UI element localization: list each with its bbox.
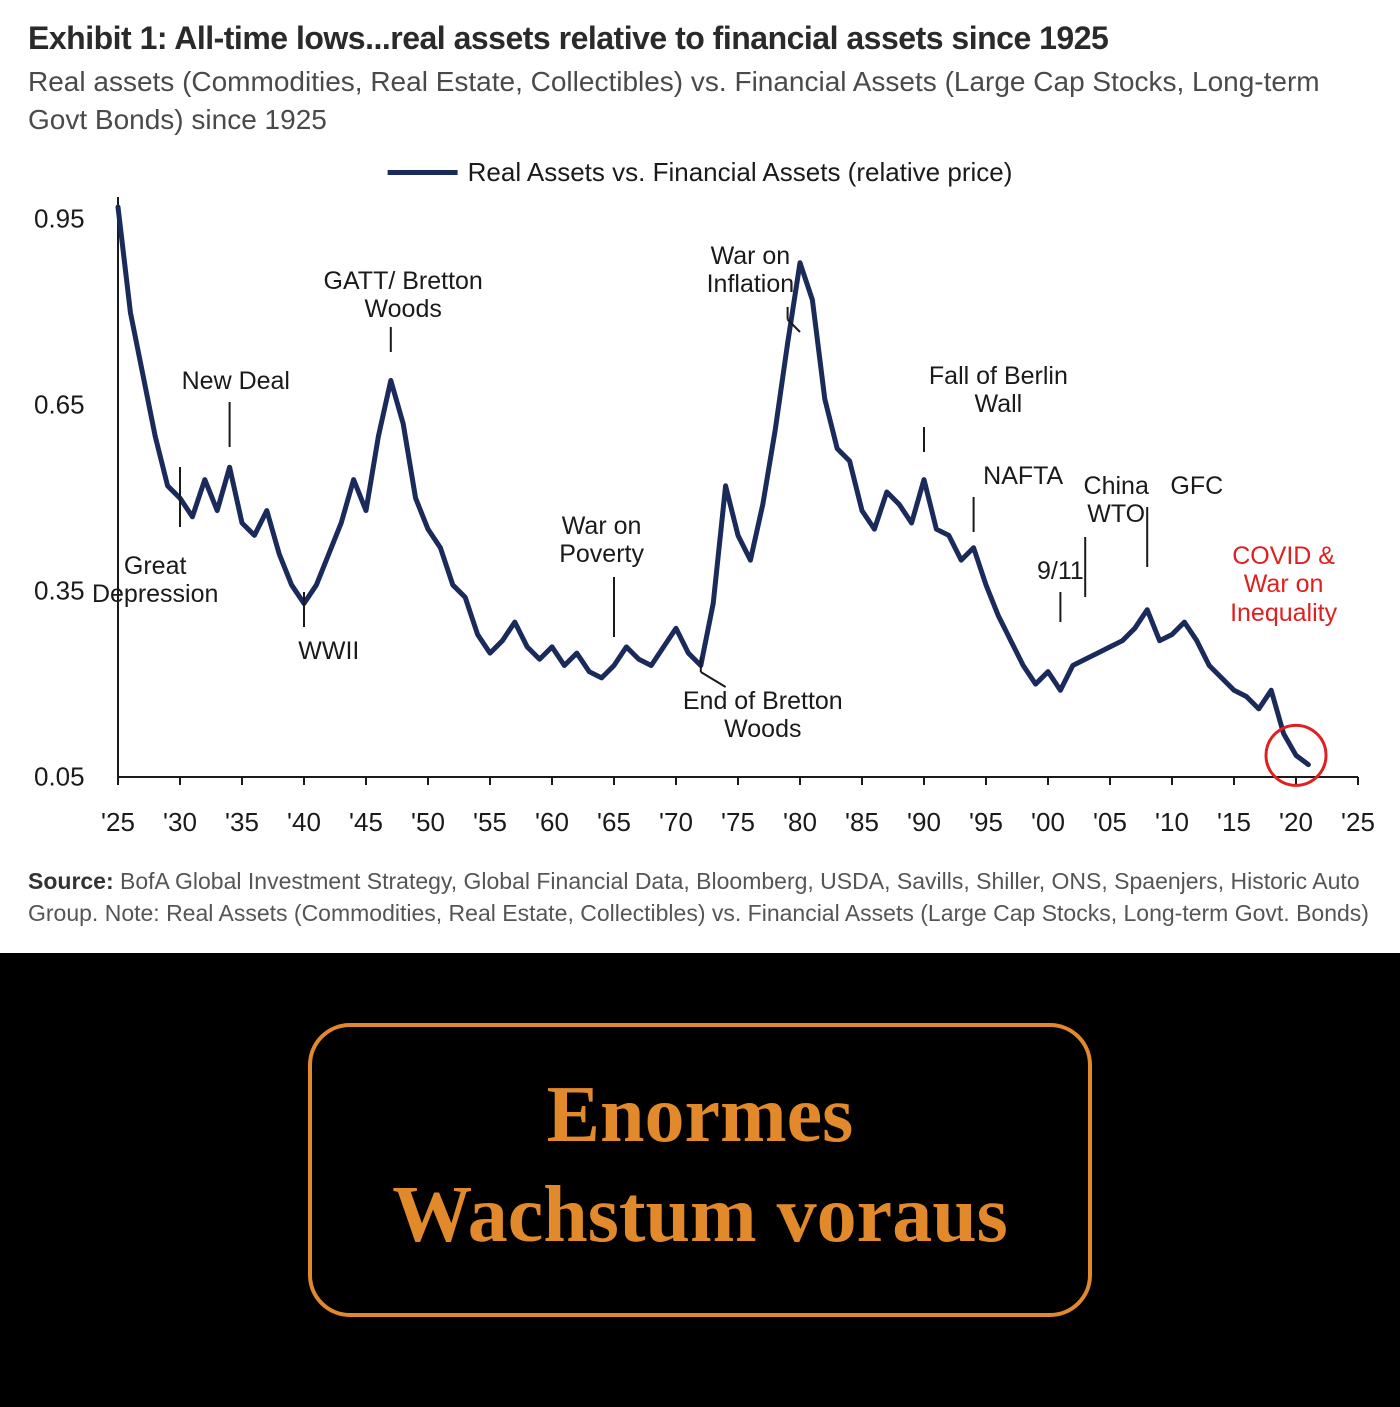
annotation-new-deal: New Deal [182,367,290,396]
banner: Enormes Wachstum voraus [0,953,1400,1407]
annotation-gatt: GATT/ BrettonWoods [324,267,483,325]
source-note: Source: BofA Global Investment Strategy,… [28,865,1372,943]
banner-text: Enormes Wachstum voraus [392,1065,1008,1265]
y-tick-label: 0.35 [34,575,85,606]
x-tick-label: '25 [1341,807,1375,838]
x-tick-label: '25 [101,807,135,838]
x-tick-label: '60 [535,807,569,838]
x-tick-label: '05 [1093,807,1127,838]
annotation-nine-eleven: 9/11 [1037,557,1084,586]
annotation-nafta: NAFTA [983,462,1063,491]
line-chart-svg [28,157,1372,857]
x-tick-label: '95 [969,807,1003,838]
exhibit-subtitle: Real assets (Commodities, Real Estate, C… [28,63,1372,139]
x-tick-label: '30 [163,807,197,838]
annotation-china-wto: ChinaWTO [1084,472,1149,530]
x-tick-label: '85 [845,807,879,838]
x-tick-label: '80 [783,807,817,838]
x-tick-label: '15 [1217,807,1251,838]
x-tick-label: '90 [907,807,941,838]
x-tick-label: '55 [473,807,507,838]
x-tick-label: '70 [659,807,693,838]
x-tick-label: '20 [1279,807,1313,838]
annotation-war-inflation: War onInflation [707,242,795,300]
exhibit-title: Exhibit 1: All-time lows...real assets r… [28,20,1372,57]
source-label: Source: [28,868,114,894]
banner-box: Enormes Wachstum voraus [308,1023,1092,1317]
x-tick-label: '50 [411,807,445,838]
annotation-end-bretton: End of BrettonWoods [683,687,843,745]
banner-line1: Enormes [547,1071,854,1159]
annotation-war-poverty: War onPoverty [559,512,644,570]
banner-line2: Wachstum voraus [392,1171,1008,1259]
annotation-gfc: GFC [1170,472,1223,501]
annotation-great-depression: GreatDepression [92,552,218,610]
chart-area: Real Assets vs. Financial Assets (relati… [28,157,1372,857]
y-tick-label: 0.05 [34,761,85,792]
x-tick-label: '75 [721,807,755,838]
chart-section: Exhibit 1: All-time lows...real assets r… [0,0,1400,953]
y-tick-label: 0.95 [34,203,85,234]
y-tick-label: 0.65 [34,389,85,420]
source-text: BofA Global Investment Strategy, Global … [28,868,1369,926]
annotation-berlin-wall: Fall of BerlinWall [929,362,1068,420]
x-tick-label: '00 [1031,807,1065,838]
x-tick-label: '40 [287,807,321,838]
x-tick-label: '45 [349,807,383,838]
annotation-wwii: WWII [298,637,359,666]
x-tick-label: '10 [1155,807,1189,838]
annotation-covid: COVID &War onInequality [1230,542,1337,628]
x-tick-label: '65 [597,807,631,838]
x-tick-label: '35 [225,807,259,838]
